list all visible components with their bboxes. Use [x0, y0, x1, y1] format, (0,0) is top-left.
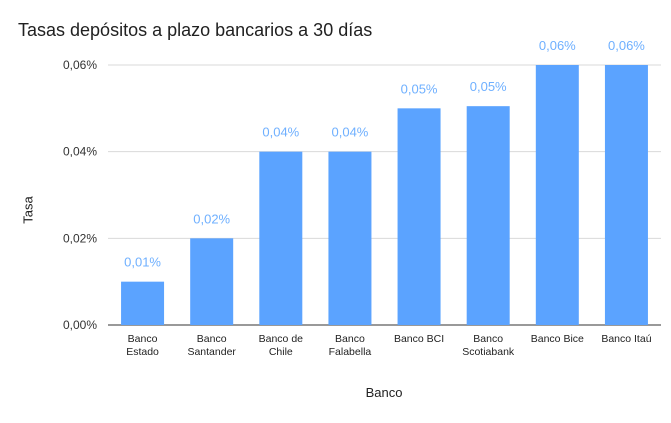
data-label: 0,06%	[539, 38, 576, 53]
x-tick-label-line: Banco de	[259, 333, 304, 345]
x-tick-label-line: Scotiabank	[462, 346, 515, 358]
x-tick-label-line: Banco Itaú	[601, 333, 651, 345]
data-label: 0,02%	[193, 211, 230, 226]
data-label: 0,01%	[124, 255, 161, 270]
x-tick-label-line: Santander	[187, 346, 236, 358]
x-tick-label-line: Banco	[335, 333, 365, 345]
x-tick-label: Banco Estado	[126, 333, 159, 358]
x-tick-label: Banco de Chile	[259, 333, 304, 358]
bar	[259, 151, 303, 325]
x-tick-label-line: Estado	[126, 346, 159, 358]
x-tick-label: Banco Falabella	[329, 333, 372, 358]
x-tick-label-line: Banco	[473, 333, 503, 345]
bar	[397, 108, 441, 325]
bar	[604, 65, 648, 325]
y-tick-label: 0,04%	[63, 145, 97, 159]
x-tick-label-line: Banco	[128, 333, 158, 345]
bar	[466, 106, 510, 326]
data-label: 0,06%	[608, 38, 645, 53]
bar	[328, 151, 372, 325]
x-tick-label-line: Chile	[269, 346, 293, 358]
y-tick-label: 0,02%	[63, 231, 97, 245]
bar	[190, 238, 234, 325]
x-tick-label-line: Falabella	[329, 346, 372, 358]
x-tick-label-line: Banco Bice	[531, 333, 584, 345]
x-tick-label-line: Banco BCI	[394, 333, 444, 345]
x-axis-title: Banco	[365, 385, 403, 400]
chart-title: Tasas depósitos a plazo bancarios a 30 d…	[18, 20, 373, 40]
data-label: 0,05%	[401, 81, 438, 96]
x-tick-label-line: Banco	[197, 333, 227, 345]
data-label: 0,05%	[470, 79, 507, 94]
x-tick-label: Banco Scotiabank	[462, 333, 515, 358]
x-tick-label: Banco Santander	[187, 333, 236, 358]
bar	[121, 281, 165, 325]
data-label: 0,04%	[332, 125, 369, 140]
x-tick-label: Banco BCI	[394, 333, 444, 345]
x-tick-label: Banco Bice	[531, 333, 584, 345]
data-label: 0,04%	[262, 125, 299, 140]
y-tick-label: 0,06%	[63, 58, 97, 72]
y-tick-label: 0,00%	[63, 318, 97, 332]
bar	[535, 65, 579, 325]
x-tick-label: Banco Itaú	[601, 333, 651, 345]
